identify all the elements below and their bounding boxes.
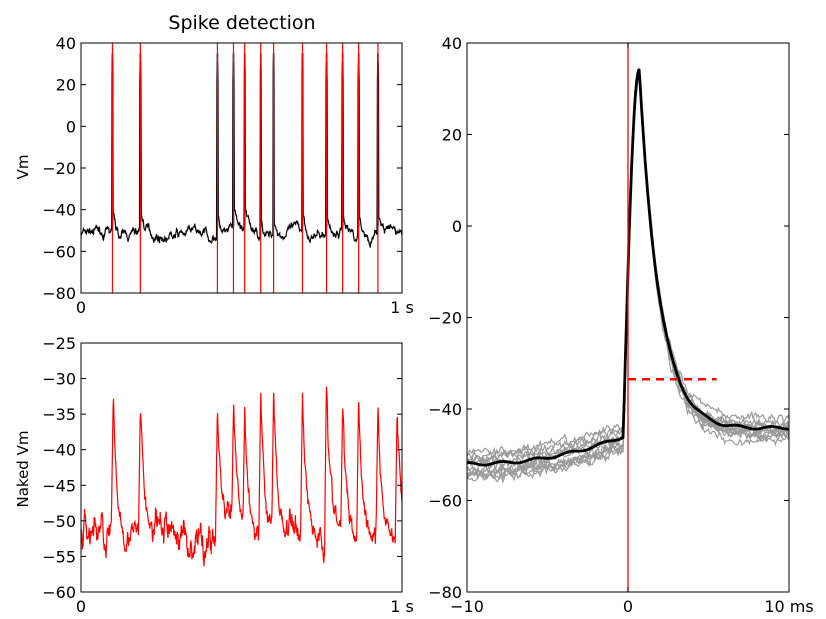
avg-ytick-label: 20 [442, 126, 462, 145]
naked-ytick-label: −50 [42, 512, 76, 531]
vm-ylabel: Vm [14, 155, 32, 180]
naked-ytick-label: −45 [42, 476, 76, 495]
avg-ytick-label: −20 [428, 309, 462, 328]
naked-ytick-label: −35 [42, 405, 76, 424]
spike-average-panel: 40 20 0 −20 −40 −60 −80−10 0 10 ms [428, 34, 813, 616]
naked-ytick-label: −55 [42, 547, 76, 566]
naked-vm-ylabel: Naked Vm [14, 431, 32, 508]
vm-ytick-label: 0 [66, 117, 76, 136]
naked-xtick-label: 0 [76, 597, 86, 616]
naked-ytick-label: −25 [42, 334, 76, 353]
avg-ytick-label: 0 [452, 217, 462, 236]
naked-xtick-label: 1 s [390, 597, 414, 616]
avg-xtick-label: 0 [623, 597, 633, 616]
vm-ytick-label: 40 [56, 34, 76, 53]
avg-xtick-label: −10 [450, 597, 484, 616]
naked-ytick-label: −30 [42, 370, 76, 389]
vm-trace-group [81, 43, 402, 293]
avg-ytick-label: −80 [428, 583, 462, 602]
avg-ytick-label: −60 [428, 492, 462, 511]
naked-trace-group [81, 386, 402, 567]
vm-ytick-label: 20 [56, 76, 76, 95]
naked-frame [80, 342, 403, 593]
naked-ytick-label: −40 [42, 441, 76, 460]
vm-xtick-label: 0 [76, 298, 86, 317]
avg-trace-group [467, 43, 789, 592]
vm-frame [80, 42, 403, 294]
naked-vm-panel: −25 −30 −35 −40 −45 −50 −55 −600 1 s [42, 334, 414, 616]
vm-xtick-label: 1 s [390, 298, 414, 317]
vm-ytick-label: −20 [42, 159, 76, 178]
naked-ytick-label: −60 [42, 583, 76, 602]
vm-trace [81, 53, 402, 248]
avg-xtick-label: 10 ms [764, 597, 813, 616]
avg-ytick-label: −40 [428, 400, 462, 419]
avg-ytick-label: 40 [442, 34, 462, 53]
vm-ytick-label: −40 [42, 201, 76, 220]
vm-ytick-label: −60 [42, 242, 76, 261]
chart-title: Spike detection [168, 12, 315, 34]
vm-ytick-label: −80 [42, 284, 76, 303]
naked-vm-trace [81, 386, 402, 567]
